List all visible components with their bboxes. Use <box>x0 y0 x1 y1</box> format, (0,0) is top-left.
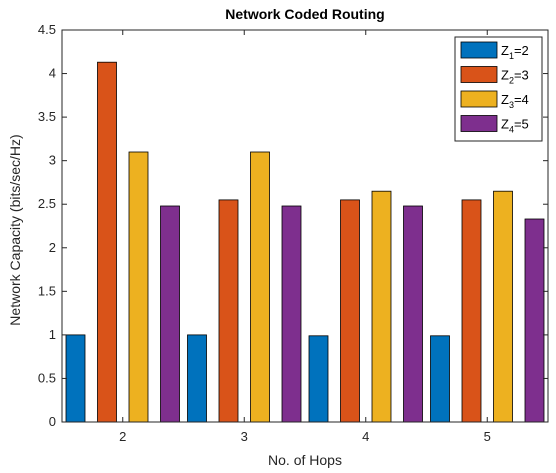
chart-title: Network Coded Routing <box>225 6 384 22</box>
legend-label-Z4=5: Z4=5 <box>501 117 529 135</box>
bar-Z1=2-3 <box>187 334 207 423</box>
y-tick-label: 3 <box>49 153 56 168</box>
x-tick-label: 4 <box>362 429 369 444</box>
y-tick-label: 0.5 <box>38 370 56 385</box>
legend: Z1=2 Z2=3 Z3=4 Z4=5 <box>454 36 543 142</box>
y-tick-label: 0 <box>49 414 56 429</box>
bar-Z2=3-4 <box>340 199 360 423</box>
bar-Z3=4-5 <box>493 190 513 423</box>
y-tick-label: 1 <box>49 327 56 342</box>
bar-Z3=4-3 <box>250 151 270 423</box>
bar-Z4=5-2 <box>160 205 180 423</box>
y-tick-label: 4 <box>49 66 56 81</box>
bar-Z1=2-2 <box>65 334 86 423</box>
x-tick-label: 2 <box>119 429 126 444</box>
legend-label-Z1=2: Z1=2 <box>501 43 529 61</box>
legend-swatch-Z2=3 <box>460 66 498 83</box>
bar-Z2=3-2 <box>97 61 117 423</box>
x-tick-label: 3 <box>241 429 248 444</box>
y-tick-label: 1.5 <box>38 283 56 298</box>
legend-swatch-Z3=4 <box>460 90 498 108</box>
legend-swatch-Z4=5 <box>460 115 498 132</box>
legend-swatch-Z1=2 <box>460 41 498 59</box>
bar-Z4=5-4 <box>403 205 423 423</box>
bar-Z1=2-4 <box>308 335 329 423</box>
x-axis-title: No. of Hops <box>268 452 342 468</box>
y-tick-label: 3.5 <box>38 109 56 124</box>
y-tick-label: 2.5 <box>38 196 56 211</box>
bar-Z4=5-3 <box>281 205 302 423</box>
bar-Z2=3-5 <box>461 199 482 423</box>
y-axis-title: Network Capacity (bits/sec/Hz) <box>7 134 23 325</box>
legend-label-Z3=4: Z3=4 <box>501 92 529 110</box>
bar-Z2=3-3 <box>218 199 239 423</box>
bar-Z1=2-5 <box>430 335 450 423</box>
x-tick-label: 5 <box>484 429 491 444</box>
y-tick-label: 2 <box>49 240 56 255</box>
legend-label-Z2=3: Z2=3 <box>501 68 529 86</box>
bar-Z4=5-5 <box>524 218 545 423</box>
y-tick-label: 4.5 <box>38 22 56 37</box>
bar-Z3=4-4 <box>371 190 392 423</box>
plot-frame <box>61 29 549 423</box>
bar-Z3=4-2 <box>128 151 149 423</box>
